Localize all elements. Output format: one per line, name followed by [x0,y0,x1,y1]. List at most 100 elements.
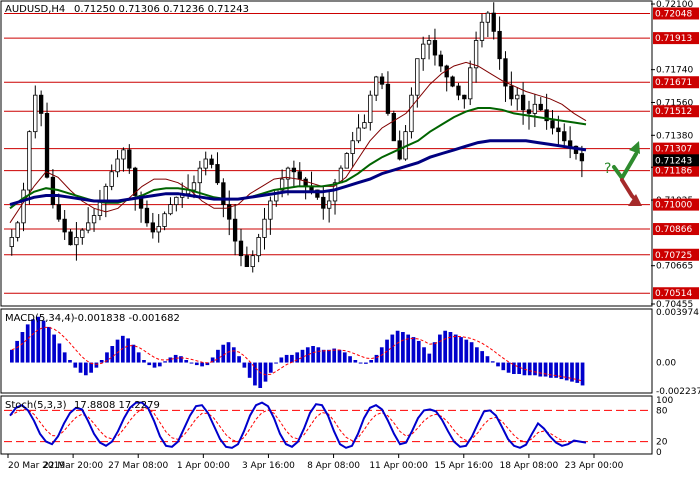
macd-bar [10,349,14,363]
time-tick-label: 23 Apr 00:00 [565,461,624,471]
candle-body [538,103,543,111]
level-tag [653,32,699,45]
macd-bar [120,335,125,363]
level-tag [653,223,699,236]
macd-bar [448,332,453,363]
current-price-tag [653,154,699,167]
macd-bar [342,352,347,363]
macd-bar [475,347,479,363]
candle-body [9,237,14,247]
macd-bar [422,347,426,363]
macd-bar [173,354,178,363]
stoch-tick-label: 80 [656,406,668,416]
candle-body [415,58,420,96]
candle-body [150,222,155,233]
ma-mid-line [9,107,587,210]
macd-bar [284,354,289,363]
candle-body [215,164,220,184]
macd-bar [247,362,252,378]
macd-bar [83,362,88,376]
candle-body [556,127,561,133]
candle-body [44,113,50,178]
macd-bar [348,356,352,363]
candle-body [91,215,97,224]
candle-body [62,218,67,233]
arrow-up-head-icon [629,141,640,154]
price-tick-label: 0.71560 [656,98,693,108]
arrow-down-head-icon [628,194,642,206]
macd-bar [31,319,35,363]
candle-body [497,30,502,60]
price-tick-label: 0.71740 [656,66,693,76]
stoch-signal-line [9,407,587,443]
level-tag [653,248,699,261]
candle-body [479,21,485,41]
macd-readout: -0.001838 -0.001682 [74,313,180,324]
stoch-tick-label: 20 [656,438,668,448]
candle-body [244,255,250,268]
macd-bar [512,362,516,374]
current-price-label: 0.71243 [655,156,692,166]
candle-body [291,167,297,173]
macd-bar [295,352,300,363]
macd-bar [485,356,490,363]
candle-body [221,182,226,206]
macd-bar [290,354,294,363]
price-tick-label: 0.70455 [656,300,693,310]
macd-bar [374,354,379,363]
candle-body [168,204,173,215]
macd-bar [94,362,99,368]
macd-bar [242,362,247,368]
macd-bar [358,362,363,364]
macd-bar [57,343,62,363]
macd-bar [62,352,67,363]
candle-body [209,158,214,165]
time-tick-label: 20 Mar 2019 [8,461,65,471]
price-panel [0,0,653,307]
macd-bar [438,334,442,363]
candle-body [297,171,302,180]
candle-body [121,149,126,160]
macd-bar [305,347,310,363]
time-tick-label: 8 Apr 08:00 [307,461,360,471]
macd-bar [416,340,421,363]
candle-body [103,185,108,202]
macd-bar [89,362,93,373]
level-tag-label: 0.70866 [655,225,692,235]
candle-body [56,204,61,220]
candle-body [256,237,261,257]
macd-bar [464,339,469,363]
candle-body [468,67,473,100]
candle-body [567,140,573,147]
macd-bar [395,330,400,363]
macd-bar [105,352,109,363]
candle-body [391,113,396,142]
macd-title: MACD(5,34,4) [5,313,75,324]
time-tick-label: 3 Apr 16:00 [242,461,295,471]
macd-bar [538,362,543,377]
macd-bar [36,316,41,363]
candle-body [156,226,161,233]
level-tag [653,76,699,89]
candle-body [450,76,455,87]
candle-body [74,237,79,246]
level-tag-label: 0.71512 [655,107,692,117]
price-tick-label: 0.72100 [656,0,693,10]
macd-bar [406,334,411,363]
stoch-main-line [9,401,587,449]
macd-bar [353,360,358,363]
candle-body [227,204,232,220]
macd-bar [147,362,152,366]
candle-body [315,189,320,198]
macd-bar [411,337,416,363]
macd-bar [337,349,342,363]
candle-body [27,131,32,191]
candle-body [86,222,91,231]
macd-bar [231,347,236,363]
level-tag-label: 0.71913 [655,34,692,44]
candle-body [191,182,197,191]
level-tag-label: 0.71000 [655,201,692,211]
candle-body [379,76,385,85]
